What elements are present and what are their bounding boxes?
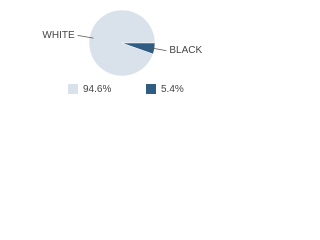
legend-swatch: [68, 84, 78, 94]
leader-line: [150, 47, 167, 51]
legend-label: 5.4%: [161, 84, 184, 95]
leader-line: [77, 35, 94, 39]
slice-label: BLACK: [169, 45, 202, 56]
slice-label: WHITE: [42, 30, 75, 41]
chart: WHITE BLACK 94.6% 5.4%: [42, 9, 202, 95]
legend-label: 94.6%: [83, 84, 111, 95]
legend-swatch: [146, 84, 156, 94]
